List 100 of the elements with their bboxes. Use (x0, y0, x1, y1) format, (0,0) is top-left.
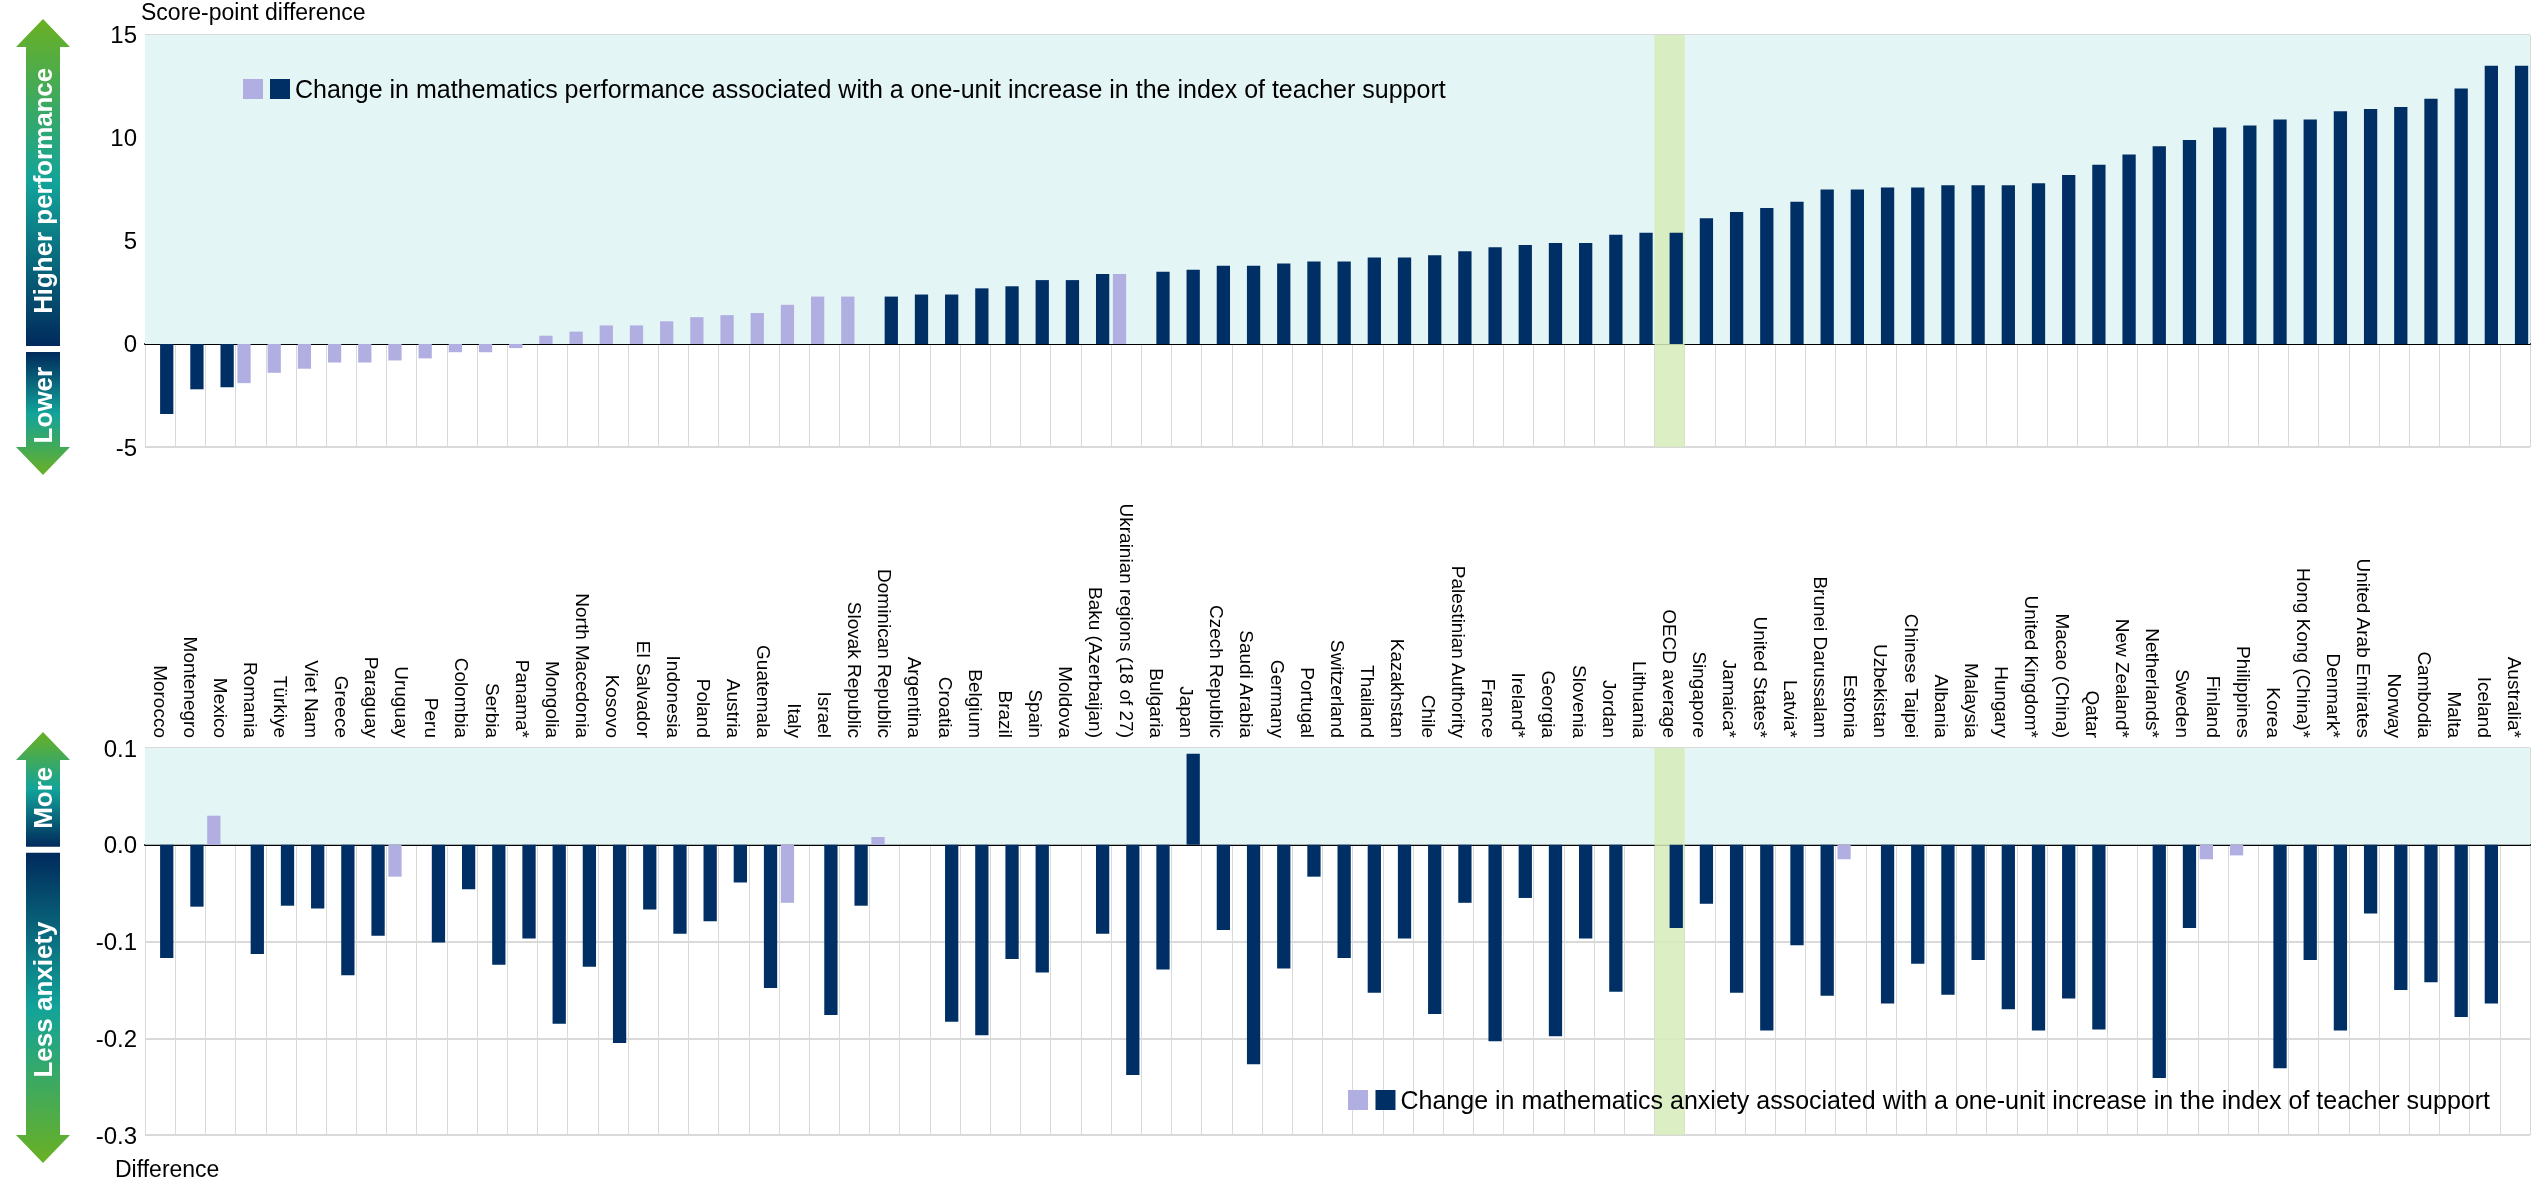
bar (2213, 127, 2227, 344)
bar (1488, 844, 1502, 1042)
bar (388, 844, 402, 877)
y-axis-title: Difference (115, 1155, 220, 1180)
bar (327, 343, 342, 363)
bar (160, 844, 174, 958)
x-tick-label: Malaysia (1960, 663, 1982, 739)
bar (945, 844, 959, 1022)
bar (1367, 844, 1381, 993)
bar (1246, 265, 1261, 344)
x-tick-label: Bulgaria (1145, 668, 1167, 739)
text: Lower (28, 366, 58, 444)
x-tick-label: Argentina (904, 656, 926, 739)
x-tick-label: Estonia (1840, 674, 1862, 739)
bar (2363, 109, 2378, 344)
bar (1156, 271, 1170, 344)
bar (2001, 185, 2015, 344)
x-tick-label: Switzerland (1327, 639, 1348, 738)
bar (1850, 189, 1865, 344)
bar (780, 844, 795, 903)
bar (1820, 844, 1834, 996)
y-tick-label: 5 (123, 227, 137, 255)
y-tick-label: 0.0 (103, 831, 137, 859)
x-tick-label: Hong Kong (China)* (2293, 567, 2315, 739)
legend-label: Change in mathematics performance associated with a one-unit increase in the index of teacher support (295, 75, 1446, 103)
bar (1941, 185, 1955, 344)
bar (1880, 844, 1895, 1004)
bar (2333, 844, 2348, 1031)
x-tick-label: Finland (2202, 675, 2224, 738)
x-tick-label: Belgium (964, 669, 986, 738)
bar (220, 343, 234, 388)
bar (2092, 164, 2106, 344)
x-tick-label: Portugal (1296, 667, 1318, 738)
x-tick-label: Palestinian Authority (1447, 565, 1469, 739)
bar (1669, 232, 1683, 344)
bar (2454, 844, 2468, 1017)
x-tick-label: Jordan (1598, 679, 1620, 738)
bar (418, 343, 432, 359)
x-tick-label: Kosovo (602, 674, 624, 738)
bar (431, 844, 446, 943)
bar (1095, 844, 1110, 934)
bar (1307, 261, 1321, 344)
text: Higher performance (29, 67, 57, 314)
bar (1337, 844, 1351, 958)
bar (2394, 844, 2408, 990)
bar (1760, 207, 1774, 344)
bar (1307, 844, 1321, 877)
bar (2273, 119, 2287, 344)
bar (945, 294, 959, 344)
x-tick-label: Netherlands* (2142, 628, 2164, 739)
x-tick-label: Morocco (149, 665, 171, 738)
bar (1518, 844, 1532, 898)
x-tick-label: Peru (421, 697, 443, 738)
bar (1277, 263, 1291, 344)
x-tick-label: Poland (693, 678, 715, 738)
x-tick-label: United Arab Emirates (2353, 558, 2375, 738)
x-tick-label: Indonesia (662, 655, 684, 739)
x-tick-label: Mongolia (542, 660, 564, 739)
bar (1729, 212, 1744, 344)
bar (720, 315, 734, 344)
bar (975, 844, 989, 1036)
bar (2303, 119, 2317, 344)
bar (1428, 844, 1442, 1015)
x-tick-label: Hungary (1991, 666, 2013, 739)
bar (1579, 243, 1593, 344)
x-tick-label: Guatemala (753, 645, 775, 739)
bar (2484, 65, 2498, 344)
x-tick-label: Cambodia (2413, 651, 2435, 739)
x-tick-label: Greece (330, 675, 352, 738)
x-tick-label: Baku (Azerbaijan) (1085, 586, 1107, 738)
x-tick-label: Chile (1417, 694, 1439, 738)
bar (824, 844, 838, 1016)
bar (569, 331, 583, 344)
x-tick-label: Australia* (2504, 656, 2526, 739)
bar (1488, 247, 1502, 344)
bar (1458, 251, 1472, 344)
bar (1428, 255, 1442, 344)
y-tick-label: 0 (123, 330, 137, 358)
bar (1065, 280, 1080, 344)
bar (750, 313, 764, 344)
bar (2199, 844, 2214, 860)
bar (2514, 65, 2529, 344)
bar (1971, 185, 1985, 344)
x-tick-label: Ukrainian regions (18 of 27) (1115, 503, 1137, 738)
x-tick-label: Germany (1266, 659, 1288, 739)
x-tick-label: Montenegro (179, 636, 201, 738)
bar (733, 844, 747, 883)
bar (1790, 844, 1804, 946)
bar (250, 844, 264, 955)
bar (2182, 139, 2197, 344)
x-tick-label: Croatia (934, 676, 956, 739)
x-tick-label: Panama* (511, 659, 533, 739)
bar (539, 335, 553, 344)
y-tick-label: -5 (115, 433, 137, 461)
bar (1005, 844, 1019, 959)
bar (2229, 844, 2244, 856)
bar (1246, 844, 1261, 1065)
y-tick-label: -0.2 (95, 1024, 137, 1052)
bar (2031, 844, 2046, 1031)
bar (1837, 844, 1851, 860)
